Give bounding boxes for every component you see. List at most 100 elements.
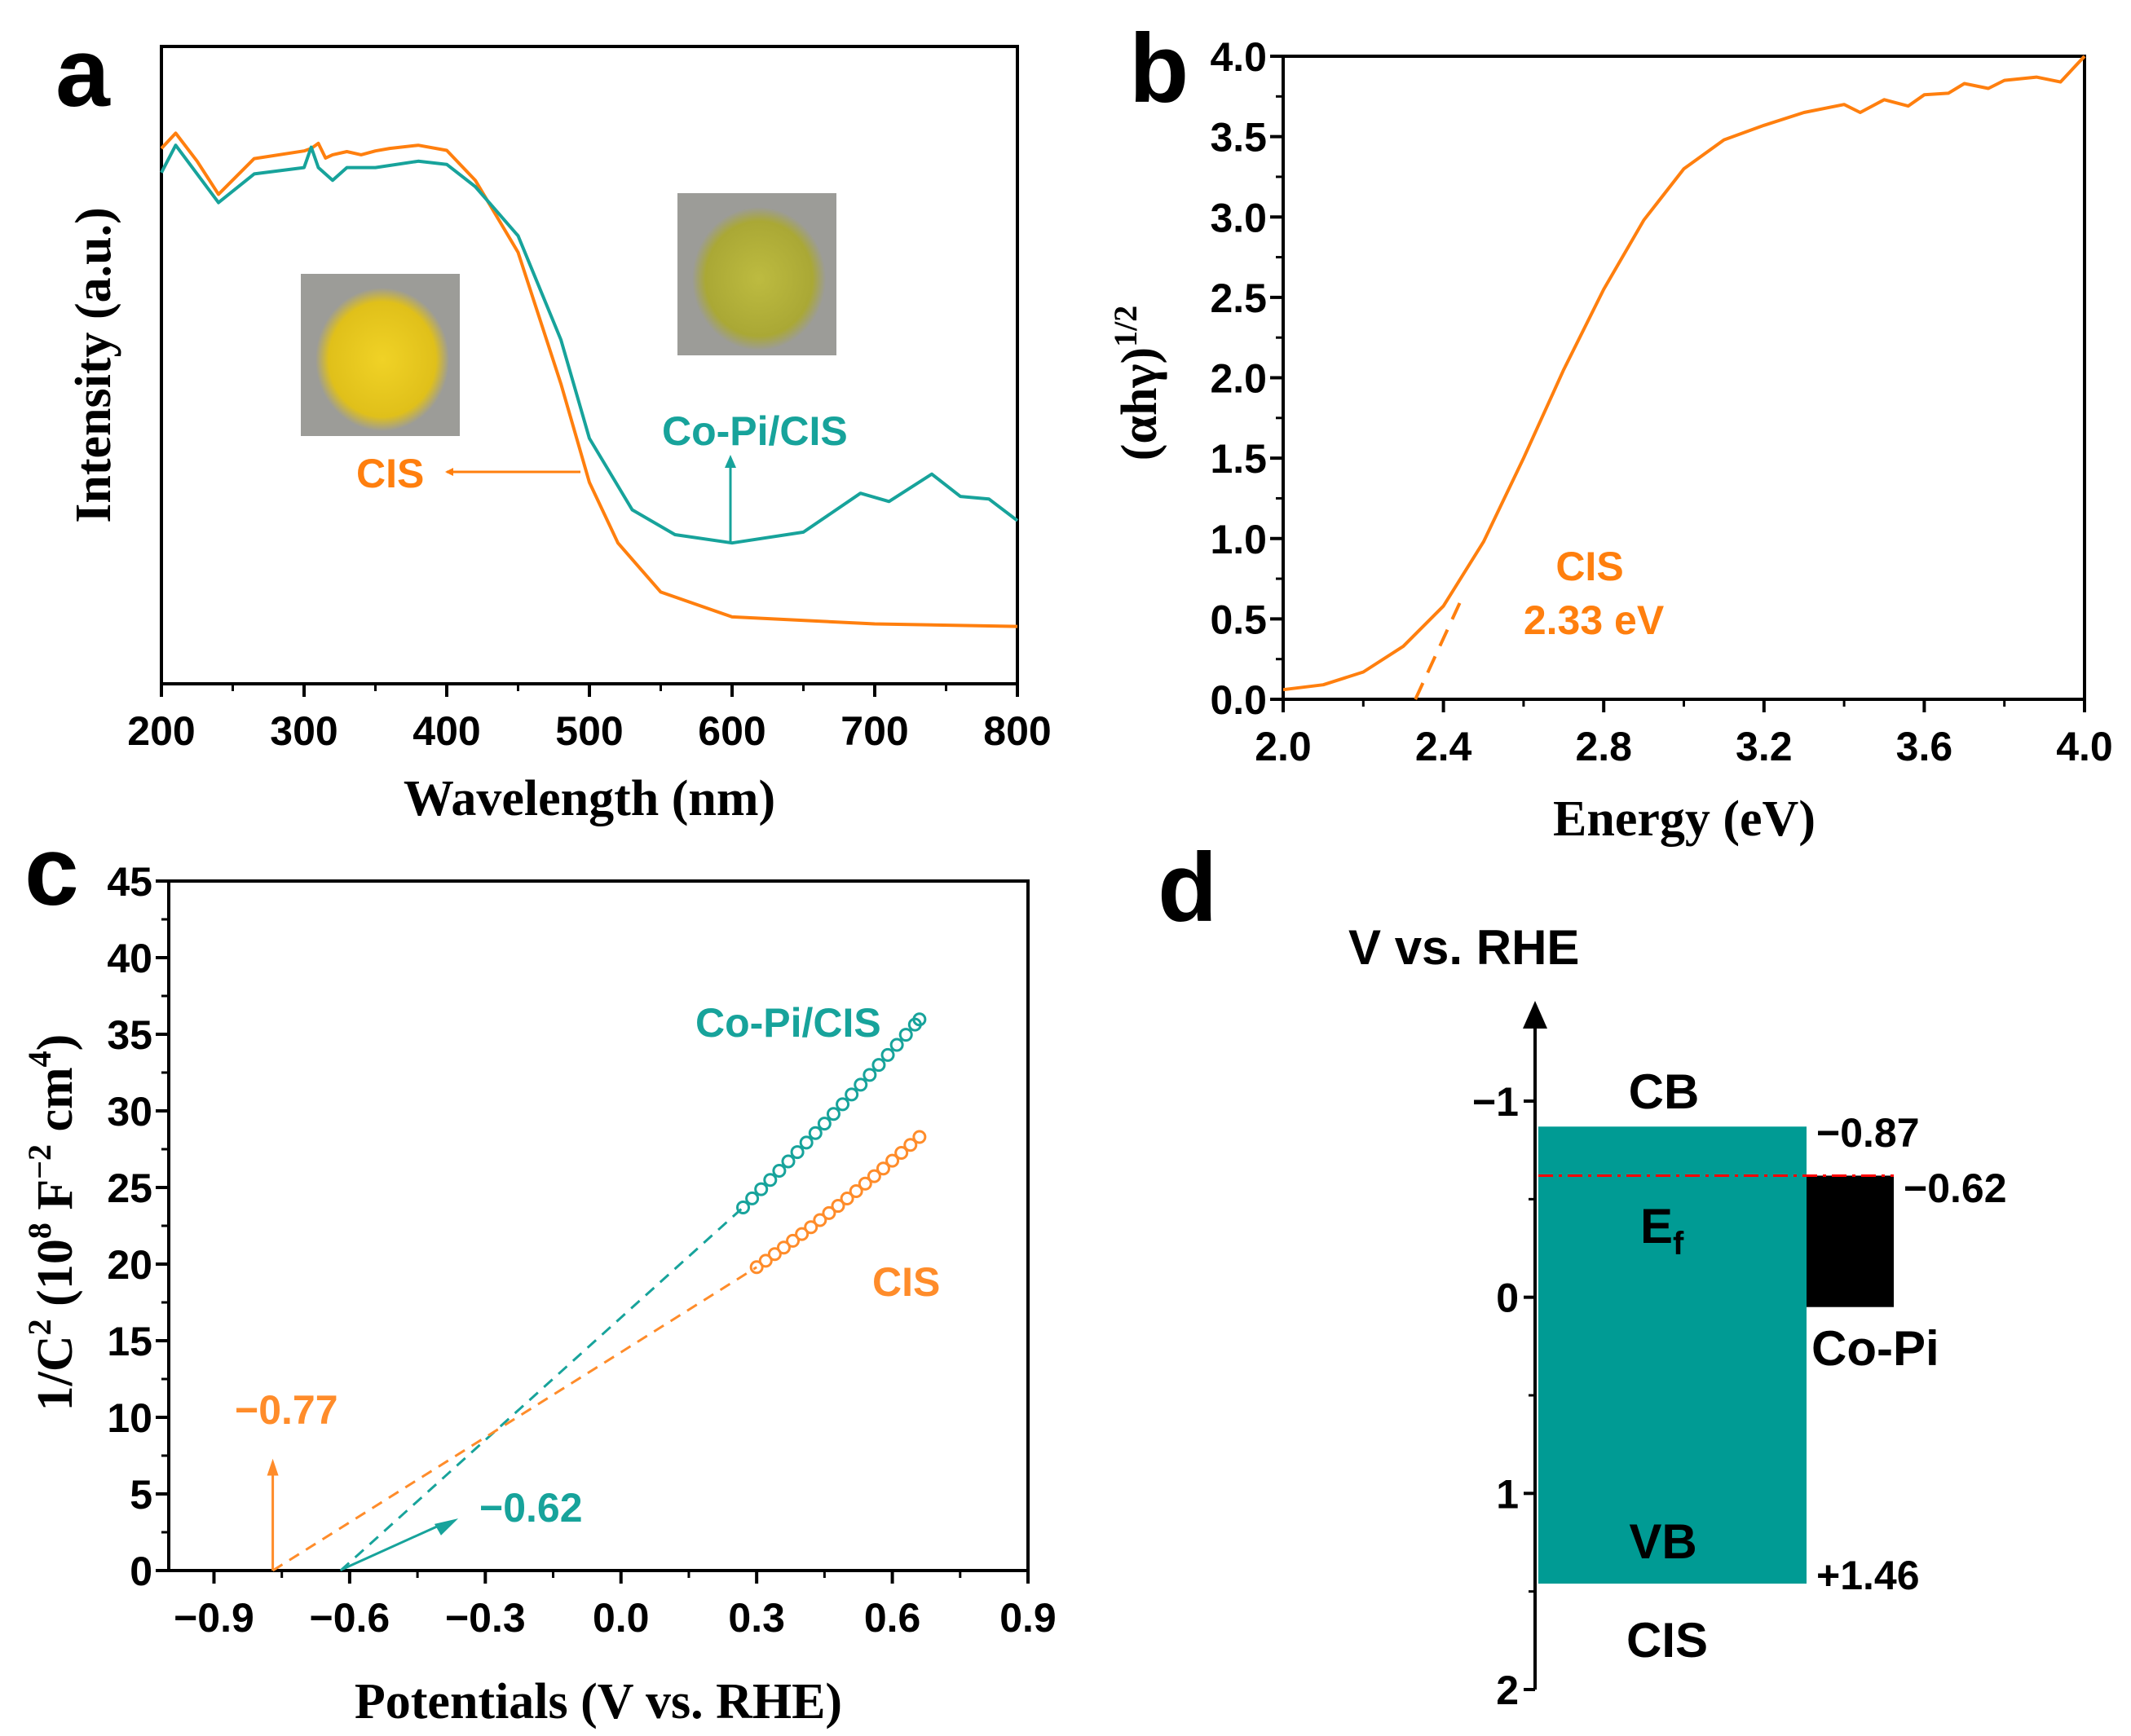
data-point-cis	[894, 1146, 909, 1161]
y-axis-title-superscript: 1/2	[1107, 306, 1144, 347]
data-point-copi-cis	[889, 1038, 904, 1052]
data-point-cis	[867, 1169, 881, 1183]
y-tick-label: 20	[107, 1242, 152, 1288]
tick-label: −1	[1472, 1079, 1519, 1125]
y-tick-label: 3.5	[1210, 115, 1267, 161]
copi-cis-label: Co-Pi/CIS	[662, 408, 848, 454]
data-point-copi-cis	[854, 1077, 868, 1092]
y-axis-title-part: cm	[28, 1067, 83, 1144]
axis-arrowhead	[1523, 1001, 1547, 1029]
data-point-cis	[831, 1199, 845, 1214]
x-tick-label: 800	[983, 708, 1051, 754]
x-tick-label: −0.9	[174, 1595, 254, 1641]
fermi-label-subscript: f	[1673, 1226, 1684, 1262]
data-point-cis	[903, 1138, 918, 1152]
x-tick-label: 0.0	[593, 1595, 650, 1641]
tangent-extrapolation-line	[1414, 593, 1466, 700]
x-tick-label: 0.9	[999, 1595, 1057, 1641]
y-tick-label: 0	[130, 1549, 152, 1594]
data-point-cis	[795, 1227, 810, 1241]
x-tick-label: 500	[555, 708, 623, 754]
data-point-copi-cis	[754, 1182, 769, 1196]
y-tick-label: 30	[107, 1089, 152, 1135]
x-tick-label: 3.2	[1736, 724, 1793, 769]
tick-label: 1	[1496, 1471, 1519, 1517]
data-point-copi-cis	[808, 1126, 823, 1140]
data-point-copi-cis	[781, 1154, 796, 1169]
y-tick-label: 40	[107, 936, 152, 981]
y-tick-label: 5	[130, 1472, 152, 1518]
data-point-copi-cis	[880, 1047, 895, 1062]
cis-band-rect	[1538, 1126, 1807, 1584]
y-tick-label: 0.5	[1210, 597, 1267, 642]
x-axis-title: Energy (eV)	[1553, 791, 1816, 847]
panel-label-a: a	[55, 18, 111, 127]
y-tick-label: 2.5	[1210, 275, 1267, 321]
y-tick-label: 0.0	[1210, 677, 1267, 723]
panel-b-tauc-plot: 2.0 2.4 2.8 3.2 3.6 4.0 0.0 0.5 1.0 1.5 2.0 2.5 3.0 3…	[1107, 34, 2113, 847]
copi-intercept-arrowhead	[434, 1518, 459, 1536]
data-point-copi-cis	[826, 1107, 840, 1121]
data-point-cis	[885, 1153, 900, 1168]
y-axis-title-superscript: 4	[21, 1051, 58, 1067]
cis-powder-photo	[301, 274, 460, 436]
fermi-level-label: Ef	[1640, 1199, 1684, 1262]
plot-frame	[167, 879, 1030, 1572]
data-point-cis	[776, 1240, 791, 1255]
cb-label: CB	[1629, 1064, 1700, 1119]
panel-c-mott-schottky: −0.9 −0.6 −0.3 0.0 0.3 0.6 0.9 0 5 10 15 20 25 30 35 40…	[21, 859, 1057, 1729]
data-point-copi-cis	[845, 1087, 859, 1102]
cb-value: −0.87	[1816, 1110, 1920, 1156]
series-line-cis	[1282, 55, 2086, 692]
data-point-cis	[813, 1213, 827, 1227]
cis-intercept-arrowhead	[267, 1458, 279, 1476]
data-point-copi-cis	[763, 1173, 778, 1187]
data-point-cis	[822, 1205, 836, 1220]
data-point-cis	[786, 1233, 801, 1248]
x-tick-label: 0.6	[864, 1595, 921, 1641]
series-line-copi-cis	[160, 143, 1019, 545]
copi-cis-arrowhead	[725, 455, 736, 468]
data-point-cis	[849, 1184, 863, 1199]
panel-a-uv-vis: 200 300 400 500 600 700 800 CIS Co-Pi/CIS Wavelen…	[66, 45, 1052, 826]
data-point-cis	[804, 1220, 818, 1235]
x-axis-title: Potentials (V vs. RHE)	[355, 1674, 842, 1729]
powder-pile	[692, 207, 826, 350]
x-tick-label: 600	[698, 708, 765, 754]
axis-title: V vs. RHE	[1348, 920, 1579, 975]
y-tick-label: 25	[107, 1165, 152, 1211]
data-point-copi-cis	[863, 1068, 877, 1082]
y-axis-title-part: (10	[28, 1239, 83, 1319]
data-point-cis	[912, 1130, 927, 1144]
data-point-copi-cis	[871, 1058, 886, 1073]
y-axis-title: (αhγ)1/2	[1107, 306, 1167, 461]
y-axis-title-superscript: 8	[21, 1223, 58, 1239]
y-tick-label: 15	[107, 1319, 152, 1364]
data-point-copi-cis	[790, 1145, 805, 1160]
copi-cis-label: Co-Pi/CIS	[695, 1000, 881, 1046]
y-tick-label: 2.0	[1210, 356, 1267, 402]
cis-label: CIS	[872, 1259, 940, 1305]
y-tick-label: 1.0	[1210, 517, 1267, 562]
y-axis-title-main: (αhγ)	[1112, 347, 1167, 460]
x-tick-label: 2.4	[1415, 724, 1472, 769]
data-point-cis	[749, 1260, 764, 1275]
extrapolation-line-copi-cis	[339, 1206, 744, 1572]
data-point-copi-cis	[912, 1012, 927, 1027]
x-tick-label: 2.8	[1575, 724, 1632, 769]
data-point-cis	[876, 1161, 890, 1176]
plot-frame	[1282, 55, 2086, 701]
powder-pile	[315, 288, 449, 431]
band-gap-value: 2.33 eV	[1524, 597, 1665, 643]
data-point-copi-cis	[772, 1164, 787, 1179]
y-tick-label: 1.5	[1210, 436, 1267, 482]
data-point-copi-cis	[799, 1135, 814, 1150]
tick-label: 2	[1496, 1668, 1519, 1713]
panel-label-d: d	[1158, 833, 1217, 942]
y-axis-title-part: F	[28, 1179, 83, 1223]
series-line-cis	[160, 131, 1018, 628]
panel-d-band-diagram: V vs. RHE −1 0 1 2 CB −0.87 −0.62 Ef Co-Pi VB +1.46…	[1348, 920, 2007, 1713]
plot-frame	[160, 45, 1019, 685]
x-tick-label: 2.0	[1255, 724, 1312, 769]
x-axis-title: Wavelength (nm)	[404, 771, 775, 826]
